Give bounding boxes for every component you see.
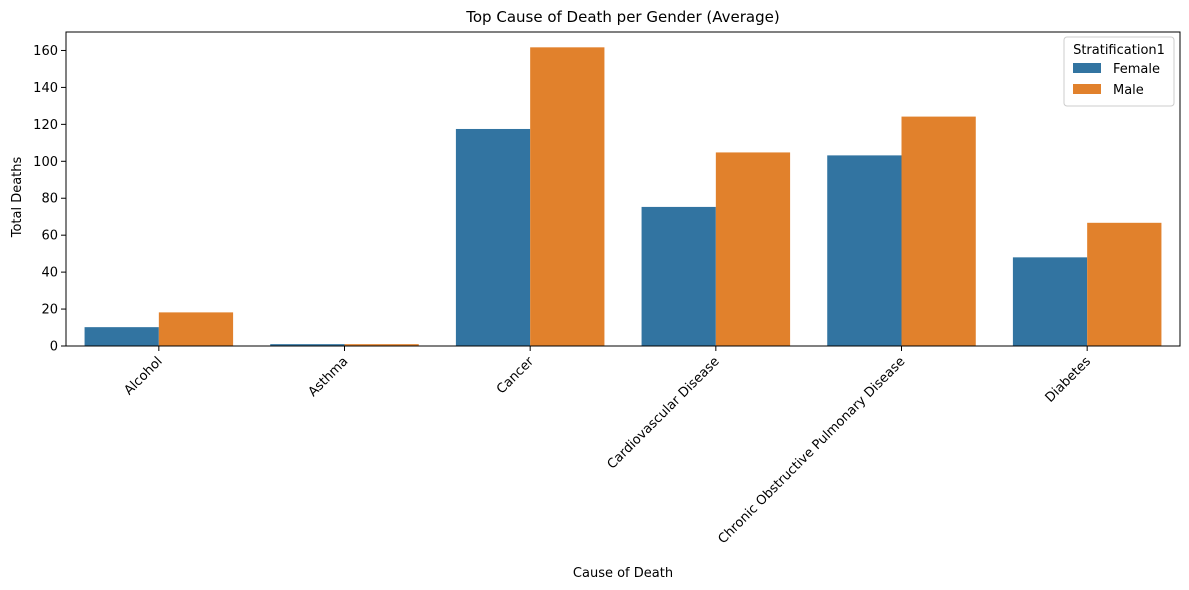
legend-label-male: Male <box>1113 83 1144 98</box>
x-tick-label: Alcohol <box>122 354 166 398</box>
legend-swatch-male <box>1073 84 1101 94</box>
bar-male-alcohol <box>158 312 234 346</box>
legend-label-female: Female <box>1113 62 1160 77</box>
chart-title: Top Cause of Death per Gender (Average) <box>465 8 779 26</box>
y-tick-label: 160 <box>33 44 58 59</box>
bar-male-cardiovascular-disease <box>715 152 791 346</box>
y-tick-label: 40 <box>41 266 58 281</box>
legend: Stratification1 Female Male <box>1063 36 1175 107</box>
y-tick-label: 140 <box>33 81 58 96</box>
x-axis-label: Cause of Death <box>573 566 673 581</box>
x-tick-label: Chronic Obstructive Pulmonary Disease <box>716 354 909 547</box>
bar-male-asthma <box>344 344 419 346</box>
bar-male-chronic-obstructive-pulmonary-disease <box>901 116 976 346</box>
bar-female-cardiovascular-disease <box>641 206 716 346</box>
y-tick-label: 20 <box>41 303 58 318</box>
x-axis-ticks: Alcohol Asthma Cancer Cardiovascular Diseas… <box>122 346 1095 547</box>
bar-female-diabetes <box>1012 257 1088 346</box>
bar-female-cancer <box>455 128 531 346</box>
plot-frame <box>65 31 1181 347</box>
legend-title: Stratification1 <box>1073 43 1165 58</box>
y-tick-label: 120 <box>33 118 58 133</box>
y-tick-label: 100 <box>33 155 58 170</box>
x-tick-label: Cardiovascular Disease <box>605 354 723 472</box>
x-tick-label: Cancer <box>494 354 537 397</box>
bar-female-asthma <box>270 344 345 346</box>
x-tick-label: Asthma <box>306 354 352 400</box>
y-tick-label: 0 <box>50 340 58 355</box>
bar-male-cancer <box>530 47 605 346</box>
bar-male-diabetes <box>1087 222 1162 346</box>
y-tick-label: 60 <box>41 229 58 244</box>
bars-group <box>84 47 1162 346</box>
x-tick-label: Diabetes <box>1043 354 1095 406</box>
legend-swatch-female <box>1073 63 1101 73</box>
y-axis-ticks: 0 20 40 60 80 100 120 140 160 <box>33 44 66 355</box>
y-axis-label: Total Deaths <box>10 156 25 238</box>
y-tick-label: 80 <box>41 192 58 207</box>
bar-female-alcohol <box>84 327 159 346</box>
bar-female-chronic-obstructive-pulmonary-disease <box>827 155 902 346</box>
